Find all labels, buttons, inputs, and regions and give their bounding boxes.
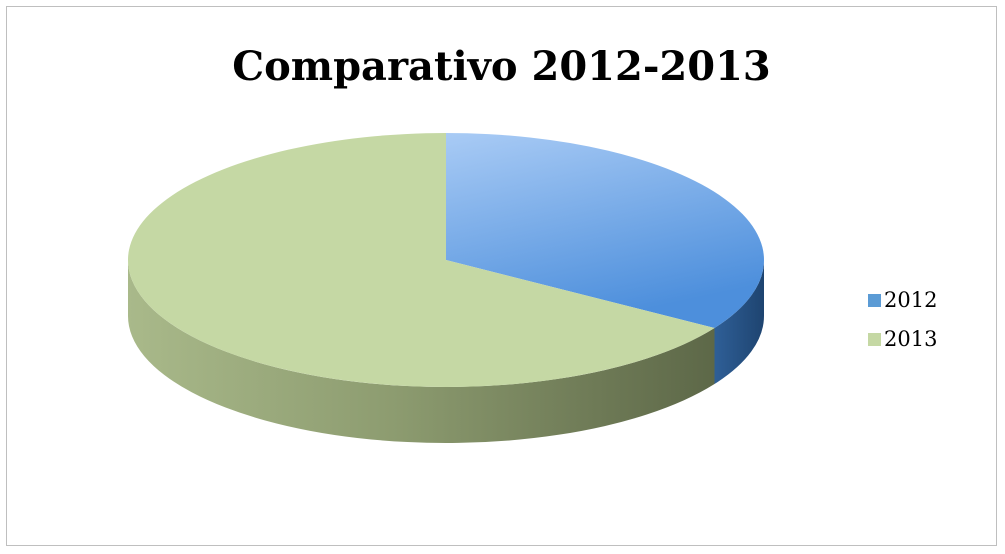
pie-slice-2013 <box>127 133 715 387</box>
pie-side-2013 <box>127 260 715 443</box>
legend: 2012 2013 <box>868 288 937 366</box>
legend-swatch-2013 <box>868 332 881 346</box>
pie-slice-2012 <box>446 133 764 329</box>
legend-item-2012: 2012 <box>868 288 937 312</box>
pie-side-2012 <box>714 260 764 385</box>
legend-swatch-2012 <box>868 293 881 307</box>
legend-label-2012: 2012 <box>884 288 938 312</box>
legend-label-2013: 2013 <box>884 327 938 351</box>
legend-item-2013: 2013 <box>868 327 937 351</box>
chart-title: Comparativo 2012-2013 <box>232 43 771 90</box>
